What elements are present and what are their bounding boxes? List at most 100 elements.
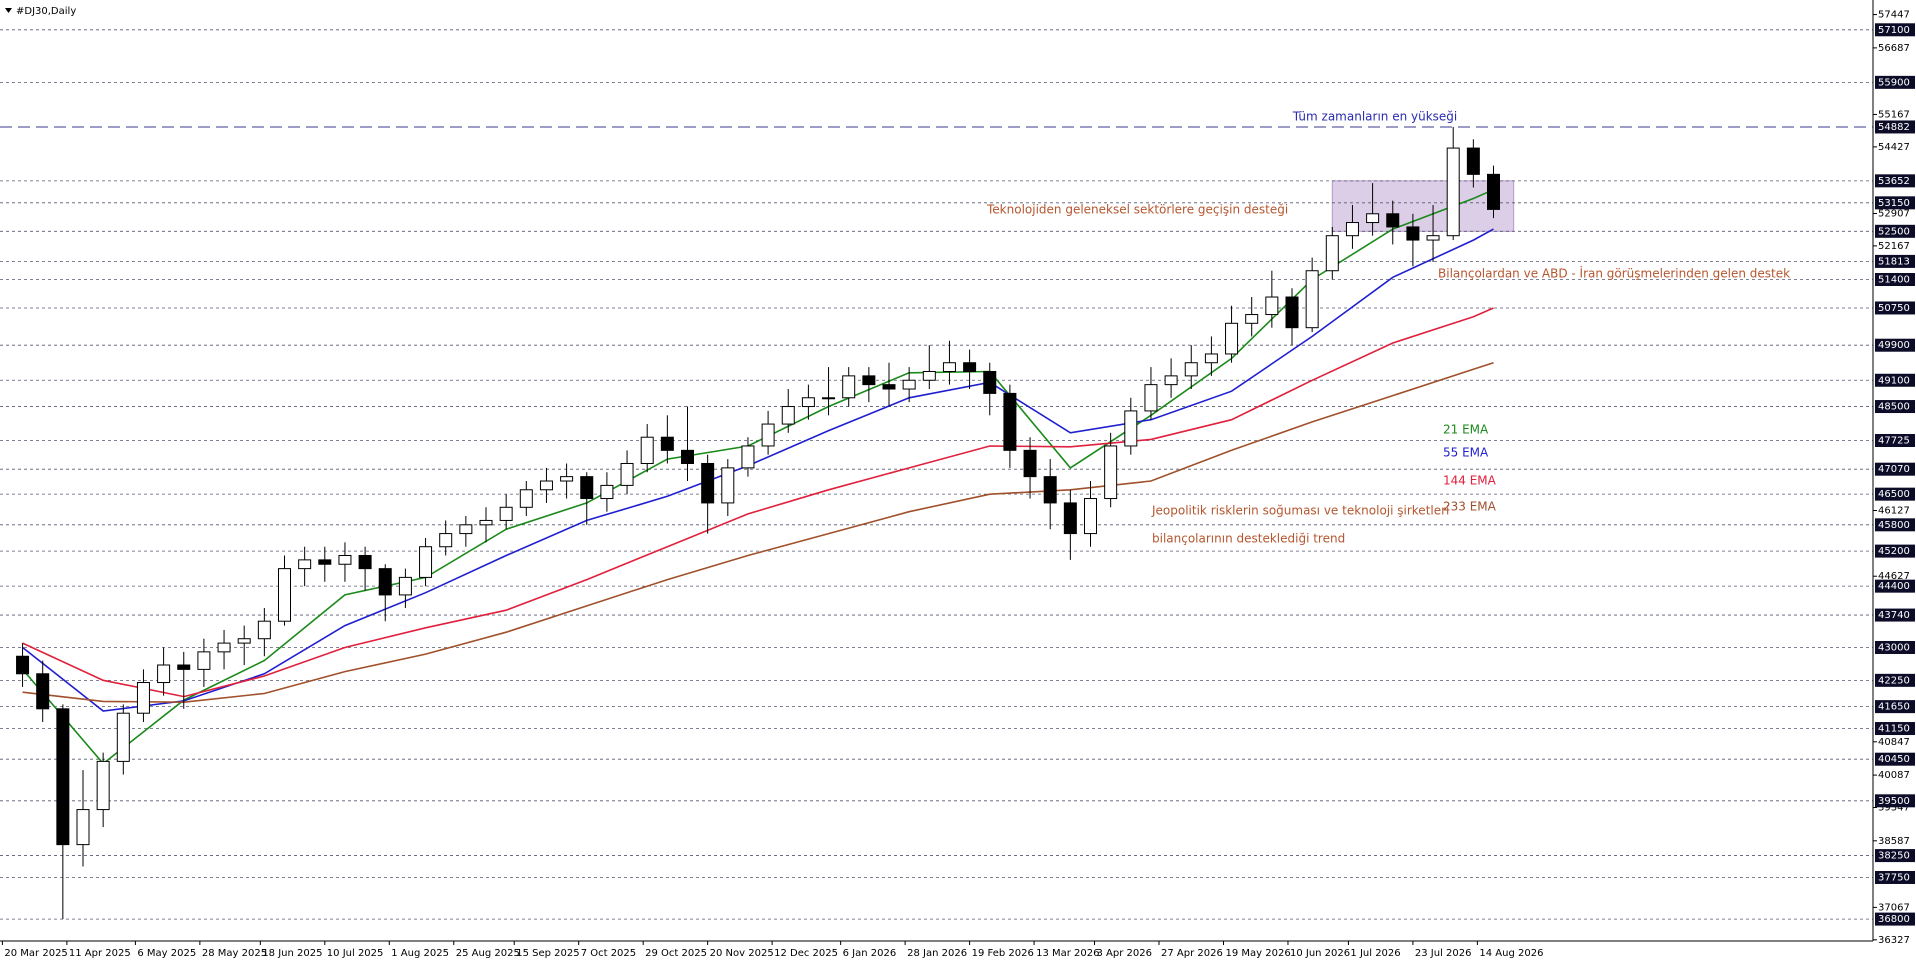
candle-body [701, 462, 715, 504]
ema-line [22, 361, 1494, 704]
candle-body [1023, 449, 1037, 478]
x-tick-label: 25 Aug 2025 [456, 948, 520, 959]
level-label: 39500 [1878, 796, 1910, 807]
candle-body [237, 638, 251, 644]
menu-arrow [5, 8, 12, 13]
candle-body [761, 423, 775, 447]
plot: Tüm zamanların en yükseği [0, 29, 1873, 920]
candle-body [136, 682, 150, 714]
candle-body [96, 760, 110, 811]
candle-body [620, 462, 634, 486]
ema-line [22, 228, 1494, 712]
candle-body [439, 533, 453, 548]
candle-body [1003, 392, 1017, 451]
level-label: 37750 [1878, 872, 1910, 883]
candle-body [1265, 296, 1279, 316]
level-label-box [1875, 870, 1915, 884]
level-label: 44400 [1878, 581, 1910, 592]
candle-body [177, 664, 191, 670]
candle-body [1144, 384, 1158, 412]
level-label-box [1875, 462, 1915, 476]
candle-body [721, 467, 735, 504]
x-tick-label: 10 Jul 2025 [327, 948, 384, 959]
candle-body [338, 554, 352, 565]
y-tick-label: 44627 [1878, 571, 1910, 582]
candle-body [1466, 147, 1480, 175]
y-tick-label: 39347 [1878, 803, 1910, 814]
level-label: 43740 [1878, 610, 1910, 621]
y-tick-label: 40847 [1878, 737, 1910, 748]
annotation: bilançolarının desteklediği trend [1152, 532, 1345, 546]
x-tick-label: 12 Dec 2025 [774, 948, 838, 959]
candle-body [398, 576, 412, 596]
level-label: 45200 [1878, 546, 1910, 557]
candle-body [1104, 445, 1118, 500]
x-tick-label: 28 May 2025 [202, 948, 267, 959]
candle-body [217, 642, 231, 653]
ema-label: 21 EMA [1443, 423, 1489, 437]
candle-body [157, 664, 171, 684]
candle-body [1124, 410, 1138, 447]
candle-body [1204, 353, 1218, 364]
x-tick-label: 20 Mar 2025 [4, 948, 67, 959]
level-label: 41150 [1878, 724, 1910, 735]
candle-body [942, 362, 956, 372]
level-label-box [1875, 373, 1915, 387]
candle-body [681, 449, 694, 464]
candle-body [600, 484, 614, 500]
candle-body [1406, 226, 1420, 241]
ema-label: 144 EMA [1443, 474, 1497, 488]
y-tick-label: 37067 [1878, 902, 1910, 913]
x-tick-label: 6 May 2025 [137, 948, 196, 959]
level-label-box [1875, 196, 1915, 210]
candle-body [76, 809, 90, 846]
level-label: 49900 [1878, 340, 1910, 351]
level-label: 45800 [1878, 520, 1910, 531]
level-label: 57100 [1878, 25, 1910, 36]
level-label-box [1875, 608, 1915, 622]
support-zone [1331, 180, 1515, 232]
x-tick-label: 29 Oct 2025 [645, 948, 707, 959]
x-tick-label: 19 May 2026 [1225, 948, 1290, 959]
candle-body [842, 375, 856, 399]
candle-body [1386, 213, 1400, 228]
x-tick-label: 14 Aug 2026 [1479, 948, 1543, 959]
candle-body [560, 476, 574, 482]
candle-body [318, 559, 332, 565]
x-tick-label: 18 Jun 2025 [262, 948, 322, 959]
level-label: 52500 [1878, 226, 1910, 237]
candle-body [1043, 476, 1057, 504]
level-label: 50750 [1878, 303, 1910, 314]
x-tick-label: 28 Jan 2026 [907, 948, 967, 959]
candle-body [660, 436, 674, 451]
level-label-box [1875, 338, 1915, 352]
level-label: 49100 [1878, 375, 1910, 386]
level-label: 48500 [1878, 402, 1910, 413]
x-tick-label: 15 Sep 2025 [516, 948, 579, 959]
level-label-box [1875, 272, 1915, 286]
annotation: Teknolojiden geleneksel sektörlere geçiş… [986, 203, 1288, 217]
x-tick-label: 1 Aug 2025 [391, 948, 449, 959]
candle-body [922, 370, 936, 381]
level-label-box [1875, 433, 1915, 447]
y-tick-label: 40087 [1878, 770, 1910, 781]
candle-body [358, 554, 372, 570]
candle-body [1345, 222, 1359, 237]
level-label-box [1875, 174, 1915, 188]
y-tick-label: 57447 [1878, 10, 1910, 21]
level-label-box [1875, 912, 1915, 926]
candle-body [781, 406, 795, 425]
candle-body [862, 375, 876, 386]
y-tick-label: 52167 [1878, 241, 1910, 252]
candle-body [1487, 173, 1500, 210]
level-label-box [1875, 794, 1915, 808]
candle-body [499, 506, 513, 521]
candle-body [298, 559, 312, 570]
candle-body [1184, 362, 1198, 377]
level-label: 53652 [1878, 176, 1910, 187]
candle-body [1325, 235, 1339, 272]
candle-body [1164, 375, 1178, 386]
y-tick-label: 38587 [1878, 836, 1910, 847]
level-label: 38250 [1878, 851, 1910, 862]
level-label: 55900 [1878, 77, 1910, 88]
